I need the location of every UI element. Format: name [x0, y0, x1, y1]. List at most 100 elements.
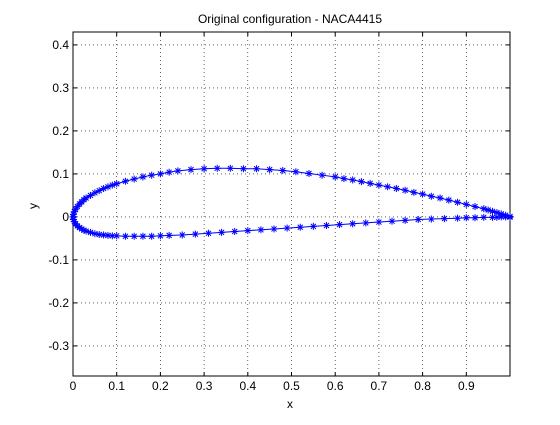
marker-stroke: [188, 166, 194, 173]
data-point: [156, 232, 164, 240]
marker-stroke: [376, 182, 382, 188]
marker-stroke: [463, 214, 470, 221]
marker-stroke: [218, 229, 225, 236]
data-point: [91, 230, 99, 238]
marker-stroke: [240, 165, 247, 172]
data-point: [113, 232, 121, 240]
marker-stroke: [87, 229, 94, 236]
data-point: [419, 190, 427, 198]
marker-stroke: [166, 232, 172, 239]
marker-stroke: [148, 233, 155, 240]
marker-stroke: [166, 169, 172, 176]
marker-stroke: [428, 193, 435, 200]
data-point: [204, 229, 212, 237]
data-point: [165, 168, 173, 176]
data-point: [349, 220, 357, 228]
marker-stroke: [389, 218, 395, 225]
data-point: [362, 219, 370, 227]
x-tick-label: 0.4: [239, 379, 256, 393]
data-point: [388, 217, 396, 225]
marker-stroke: [494, 209, 500, 216]
marker-stroke: [415, 216, 422, 223]
marker-stroke: [402, 187, 408, 194]
marker-stroke: [306, 170, 312, 177]
data-point: [489, 213, 497, 221]
tick-labels: 0 0.1 0.2 0.3 0.4 0.5 0.6 0.7 0.8 0.9 -0.3 -0.2 -0.1…: [48, 38, 475, 393]
data-point: [401, 216, 409, 224]
data-point: [401, 186, 409, 194]
x-tick-label: 0.9: [458, 379, 475, 393]
data-point: [427, 215, 435, 223]
data-point: [336, 221, 344, 229]
marker-stroke: [507, 214, 513, 221]
data-point: [253, 165, 261, 173]
marker-stroke: [393, 185, 400, 192]
y-tick-label: -0.2: [48, 296, 69, 310]
marker-stroke: [271, 226, 277, 232]
x-tick-label: 0.6: [327, 379, 344, 393]
data-point: [239, 165, 247, 173]
marker-stroke: [201, 165, 207, 172]
data-point: [165, 231, 173, 239]
data-point: [244, 227, 252, 235]
data-point: [309, 222, 317, 230]
x-axis-label: x: [287, 397, 293, 411]
marker-stroke: [341, 175, 347, 182]
data-point: [480, 205, 488, 213]
marker-stroke: [367, 180, 374, 187]
y-tick-label: 0.4: [52, 38, 69, 52]
marker-stroke: [205, 230, 212, 237]
marker-stroke: [81, 227, 87, 234]
data-point: [113, 180, 121, 188]
airfoil-markers: [69, 164, 514, 240]
marker-stroke: [122, 178, 129, 185]
marker-stroke: [362, 220, 369, 226]
marker-stroke: [411, 189, 417, 196]
marker-stroke: [131, 233, 138, 240]
marker-stroke: [428, 216, 435, 222]
data-point: [440, 215, 448, 223]
marker-stroke: [485, 207, 492, 213]
marker-stroke: [454, 199, 461, 206]
marker-stroke: [175, 168, 181, 174]
marker-stroke: [384, 183, 391, 190]
data-point: [148, 171, 156, 179]
marker-stroke: [122, 233, 129, 240]
data-point: [148, 232, 156, 240]
data-point: [187, 166, 195, 174]
x-tick-label: 0.5: [283, 379, 300, 393]
data-point: [305, 169, 313, 177]
marker-stroke: [441, 215, 448, 222]
marker-stroke: [494, 214, 500, 221]
data-point: [322, 222, 330, 229]
data-point: [191, 230, 199, 238]
x-tick-label: 0.7: [371, 379, 388, 393]
marker-stroke: [266, 166, 273, 173]
data-point: [156, 170, 164, 178]
marker-stroke: [310, 223, 317, 230]
y-tick-label: 0.2: [52, 124, 69, 138]
data-point: [270, 225, 278, 233]
marker-stroke: [78, 226, 85, 232]
data-point: [139, 173, 147, 181]
data-point: [462, 200, 470, 208]
marker-stroke: [445, 197, 452, 203]
data-point: [95, 187, 103, 195]
marker-stroke: [376, 219, 382, 225]
data-point: [349, 176, 357, 184]
marker-stroke: [113, 232, 120, 239]
marker-stroke: [437, 195, 443, 201]
marker-stroke: [284, 225, 290, 231]
data-point: [506, 213, 514, 221]
marker-stroke: [349, 220, 356, 227]
data-point: [130, 175, 138, 183]
y-tick-label: -0.1: [48, 253, 69, 267]
marker-stroke: [214, 165, 221, 172]
data-point: [296, 223, 304, 231]
data-point: [454, 214, 462, 222]
marker-stroke: [253, 165, 260, 172]
marker-stroke: [463, 201, 470, 208]
data-point: [436, 194, 444, 202]
data-point: [392, 185, 400, 193]
